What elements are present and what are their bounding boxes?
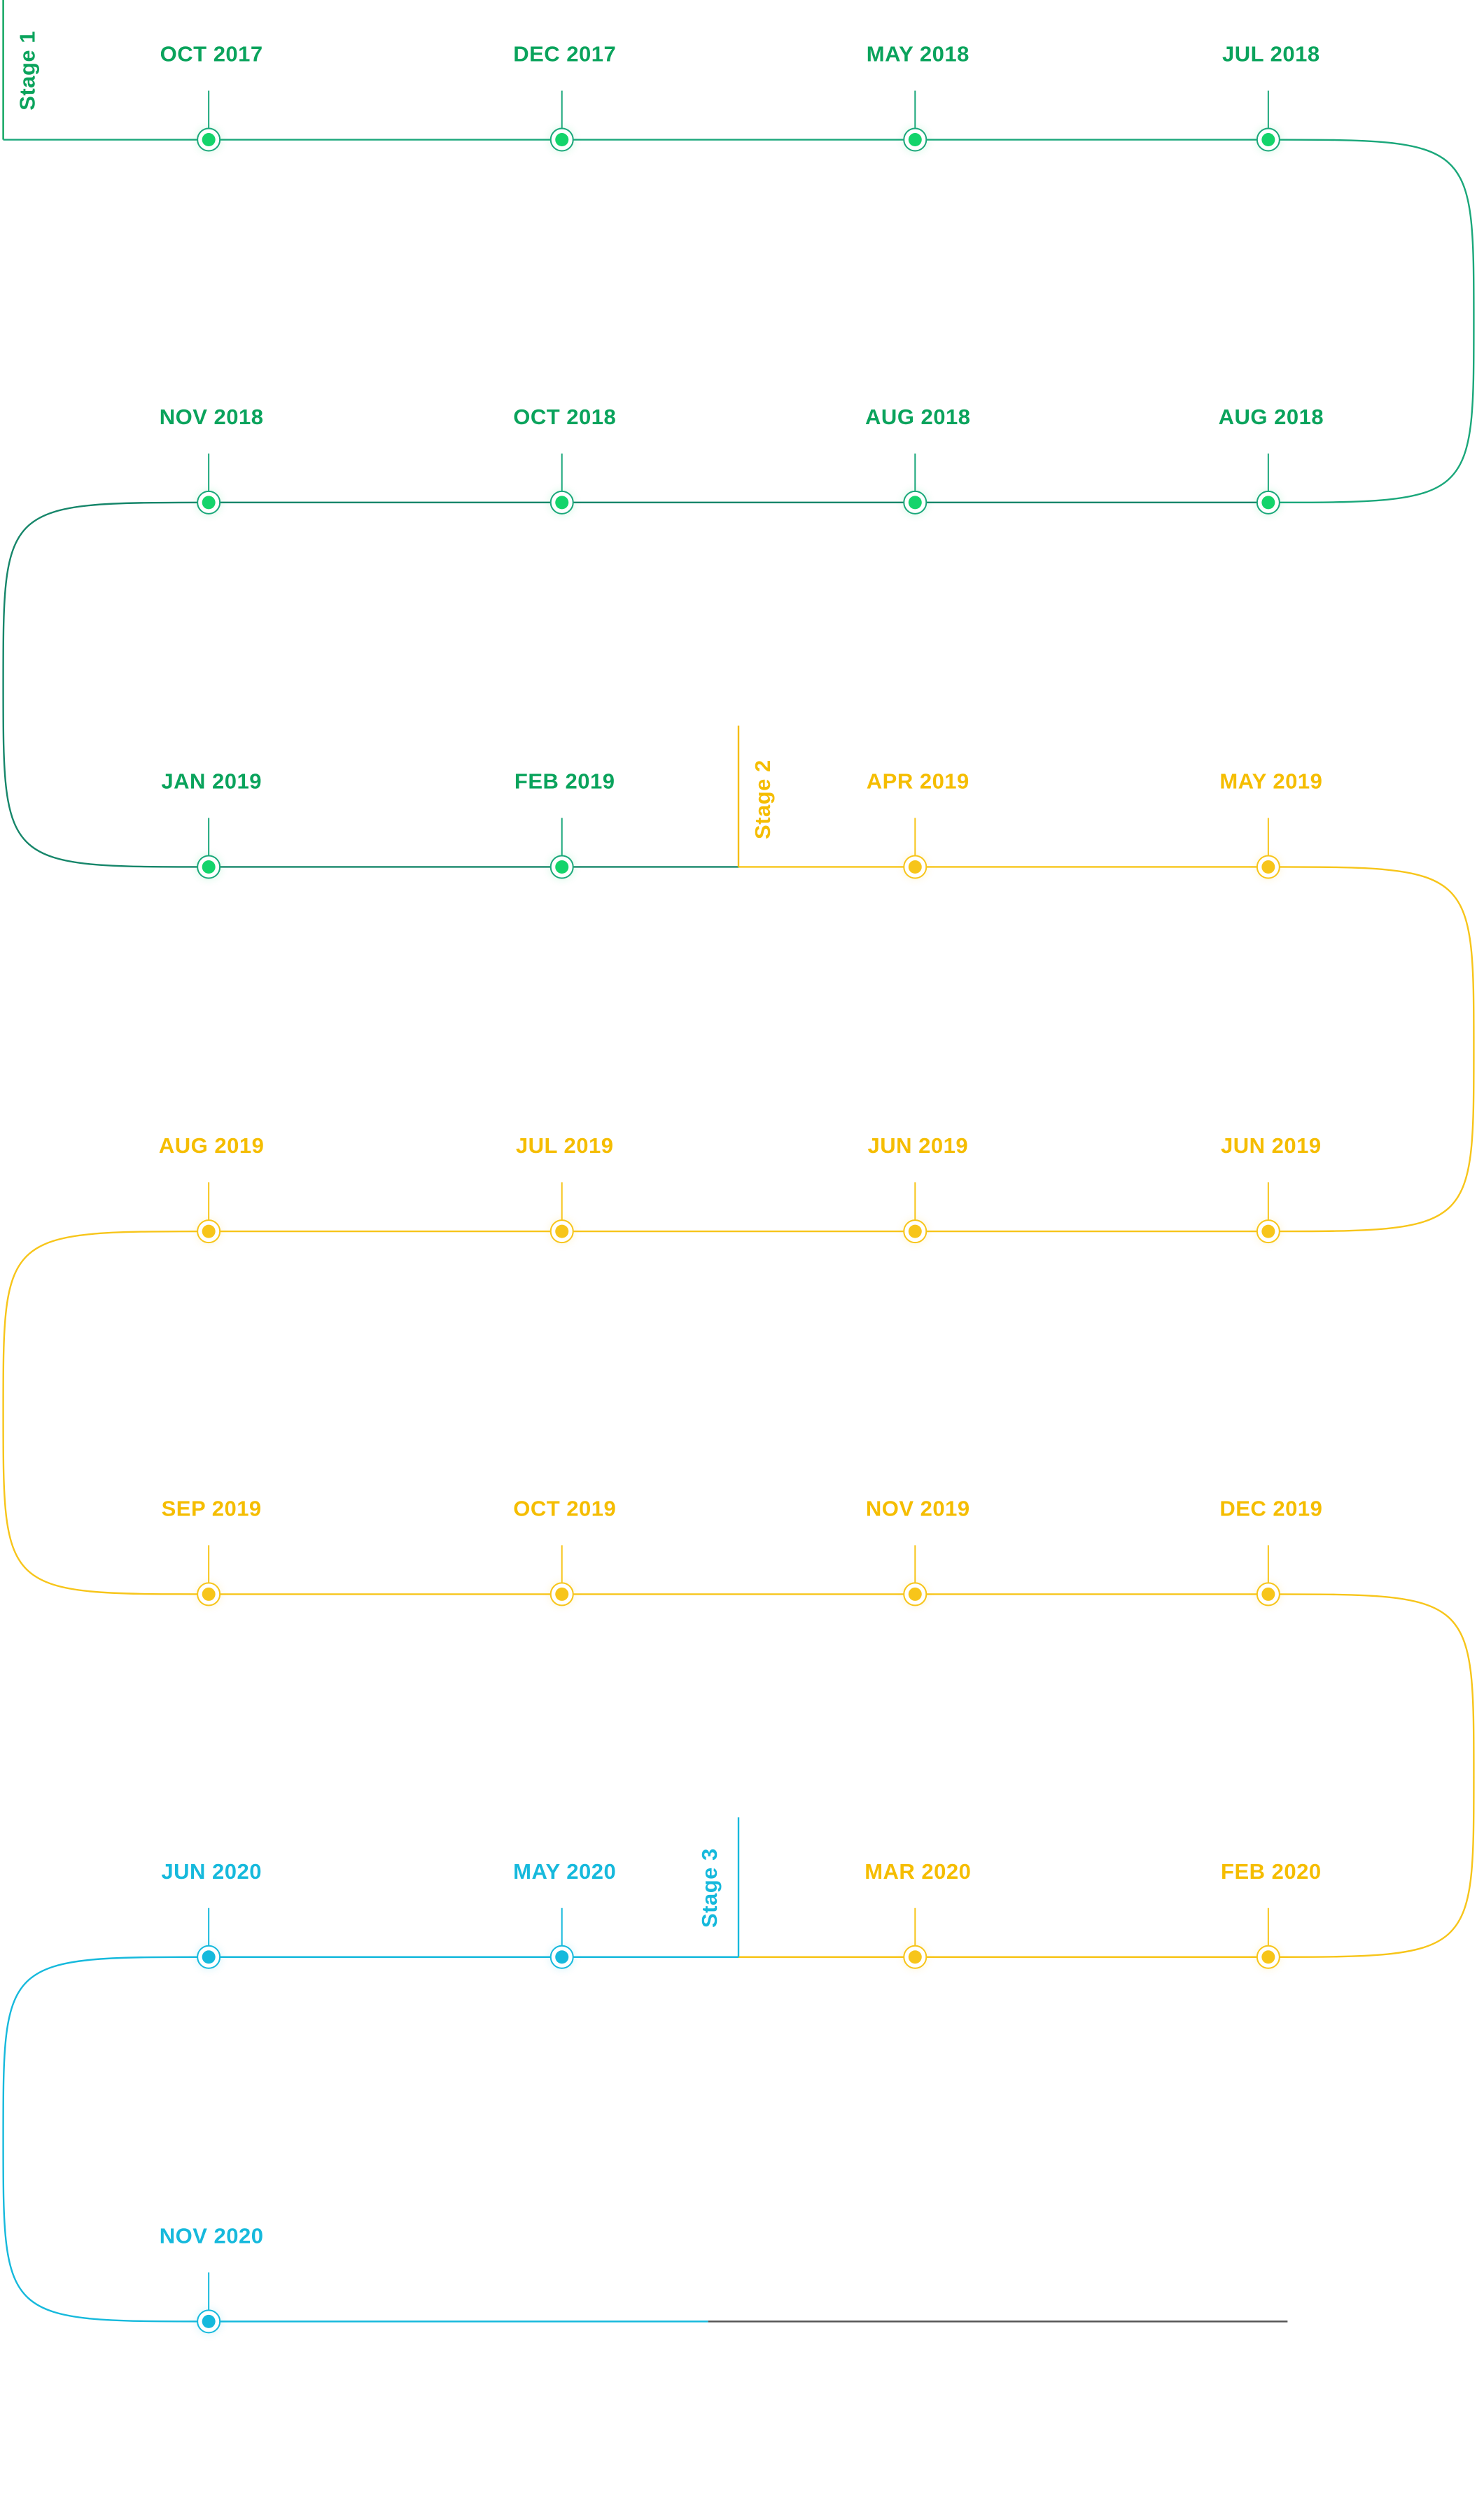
milestone-21: FEB 2020	[1221, 1859, 1322, 1969]
milestone-date-label: MAY 2019	[1219, 769, 1322, 793]
milestone-dot	[1261, 860, 1275, 874]
timeline-curve-left-1	[2, 501, 209, 868]
milestone-5: AUG 2018	[1219, 405, 1324, 514]
milestone-dot	[555, 1950, 569, 1964]
milestone-dot	[908, 133, 922, 147]
milestone-dot	[908, 496, 922, 510]
stage-marker-layer: Stage 1 Stage 2 Stage 3	[2, 0, 775, 1957]
milestone-4: JUL 2018	[1222, 42, 1320, 152]
milestone-date-label: OCT 2019	[513, 1496, 616, 1520]
stage1-label: Stage 1	[15, 31, 39, 111]
milestone-date-label: NOV 2018	[160, 405, 264, 429]
milestone-date-label: FEB 2020	[1221, 1859, 1322, 1884]
milestone-date-label: AUG 2018	[865, 405, 970, 429]
timeline-curve-right-1	[1268, 139, 1475, 504]
milestone-date-label: DEC 2019	[1219, 1496, 1322, 1520]
milestone-7: OCT 2018	[513, 405, 616, 514]
milestone-dot	[1261, 1587, 1275, 1601]
milestone-14: JUN 2019	[867, 1133, 968, 1244]
milestone-2: DEC 2017	[513, 42, 616, 152]
timeline-curve-right-2	[1268, 866, 1475, 1233]
milestone-1: OCT 2017	[160, 42, 263, 152]
timeline-curve-left-2	[2, 1230, 209, 1595]
milestone-date-label: MAR 2020	[864, 1859, 971, 1884]
milestone-6: AUG 2018	[865, 405, 970, 514]
milestone-24: JUN 2020	[161, 1859, 262, 1969]
timeline-curve-left-3	[2, 1956, 209, 2323]
milestone-layer: OCT 2017 DEC 2017 MAY 2018 JUL 2018 AUG 2018…	[159, 42, 1324, 2334]
milestone-11: APR 2019	[867, 769, 969, 879]
milestone-date-label: OCT 2017	[160, 42, 263, 66]
milestone-18: OCT 2019	[513, 1496, 616, 1606]
milestone-19: NOV 2019	[866, 1496, 970, 1606]
milestone-date-label: JUN 2019	[867, 1133, 968, 1158]
milestone-date-label: NOV 2020	[160, 2223, 264, 2248]
milestone-dot	[1261, 133, 1275, 147]
milestone-dot	[202, 860, 216, 874]
milestone-date-label: JUN 2019	[1221, 1133, 1322, 1158]
milestone-dot	[908, 1224, 922, 1238]
milestone-date-label: SEP 2019	[162, 1496, 262, 1520]
milestone-dot	[908, 860, 922, 874]
milestone-date-label: AUG 2019	[159, 1133, 264, 1158]
milestone-8: NOV 2018	[160, 405, 264, 514]
milestone-dot	[202, 133, 216, 147]
milestone-22: MAR 2020	[864, 1859, 971, 1969]
milestone-dot	[1261, 496, 1275, 510]
milestone-dot	[202, 1950, 216, 1964]
milestone-15: JUL 2019	[516, 1133, 614, 1244]
milestone-dot	[202, 2314, 216, 2328]
milestone-date-label: JUL 2018	[1222, 42, 1320, 66]
milestone-date-label: MAY 2020	[513, 1859, 616, 1884]
milestone-date-label: DEC 2017	[513, 42, 616, 66]
stage3-label: Stage 3	[697, 1848, 722, 1928]
milestone-date-label: OCT 2018	[513, 405, 616, 429]
milestone-17: SEP 2019	[162, 1496, 262, 1606]
milestone-dot	[202, 496, 216, 510]
milestone-dot	[1261, 1950, 1275, 1964]
milestone-dot	[1261, 1224, 1275, 1238]
milestone-date-label: AUG 2018	[1219, 405, 1324, 429]
milestone-dot	[555, 496, 569, 510]
milestone-16: AUG 2019	[159, 1133, 264, 1244]
milestone-dot	[908, 1587, 922, 1601]
milestone-25: NOV 2020	[160, 2223, 264, 2334]
milestone-date-label: JUL 2019	[516, 1133, 614, 1158]
milestone-dot	[908, 1950, 922, 1964]
milestone-3: MAY 2018	[867, 42, 969, 152]
milestone-date-label: NOV 2019	[866, 1496, 970, 1520]
milestone-dot	[555, 1587, 569, 1601]
milestone-12: MAY 2019	[1219, 769, 1322, 879]
milestone-9: JAN 2019	[161, 769, 262, 879]
milestone-date-label: JUN 2020	[161, 1859, 262, 1884]
milestone-date-label: JAN 2019	[161, 769, 262, 793]
timeline-path-layer	[2, 139, 1475, 2323]
milestone-dot	[202, 1587, 216, 1601]
milestone-dot	[202, 1224, 216, 1238]
milestone-dot	[555, 1224, 569, 1238]
milestone-23: MAY 2020	[513, 1859, 616, 1969]
milestone-10: FEB 2019	[514, 769, 615, 879]
timeline-curve-right-3	[1268, 1593, 1475, 1958]
milestone-date-label: MAY 2018	[867, 42, 969, 66]
milestone-date-label: FEB 2019	[514, 769, 615, 793]
milestone-13: JUN 2019	[1221, 1133, 1322, 1244]
milestone-date-label: APR 2019	[867, 769, 969, 793]
milestone-dot	[555, 860, 569, 874]
stage2-label: Stage 2	[750, 760, 775, 839]
milestone-dot	[555, 133, 569, 147]
milestone-20: DEC 2019	[1219, 1496, 1322, 1606]
